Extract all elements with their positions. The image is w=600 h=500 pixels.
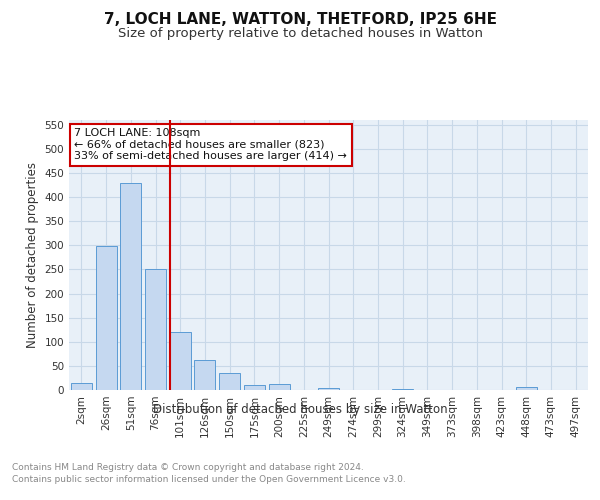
Y-axis label: Number of detached properties: Number of detached properties [26,162,39,348]
Bar [219,373,240,390]
Text: Size of property relative to detached houses in Watton: Size of property relative to detached ho… [118,28,482,40]
Bar [392,388,413,390]
Text: 7 LOCH LANE: 108sqm
← 66% of detached houses are smaller (823)
33% of semi-detac: 7 LOCH LANE: 108sqm ← 66% of detached ho… [74,128,347,162]
Bar [194,360,215,390]
Bar [170,332,191,390]
Text: Distribution of detached houses by size in Watton: Distribution of detached houses by size … [152,402,448,415]
Text: 7, LOCH LANE, WATTON, THETFORD, IP25 6HE: 7, LOCH LANE, WATTON, THETFORD, IP25 6HE [104,12,497,28]
Bar [516,387,537,390]
Bar [318,388,339,390]
Bar [95,246,116,390]
Bar [269,384,290,390]
Text: Contains HM Land Registry data © Crown copyright and database right 2024.: Contains HM Land Registry data © Crown c… [12,462,364,471]
Bar [71,383,92,390]
Text: Contains public sector information licensed under the Open Government Licence v3: Contains public sector information licen… [12,475,406,484]
Bar [244,385,265,390]
Bar [120,182,141,390]
Bar [145,270,166,390]
